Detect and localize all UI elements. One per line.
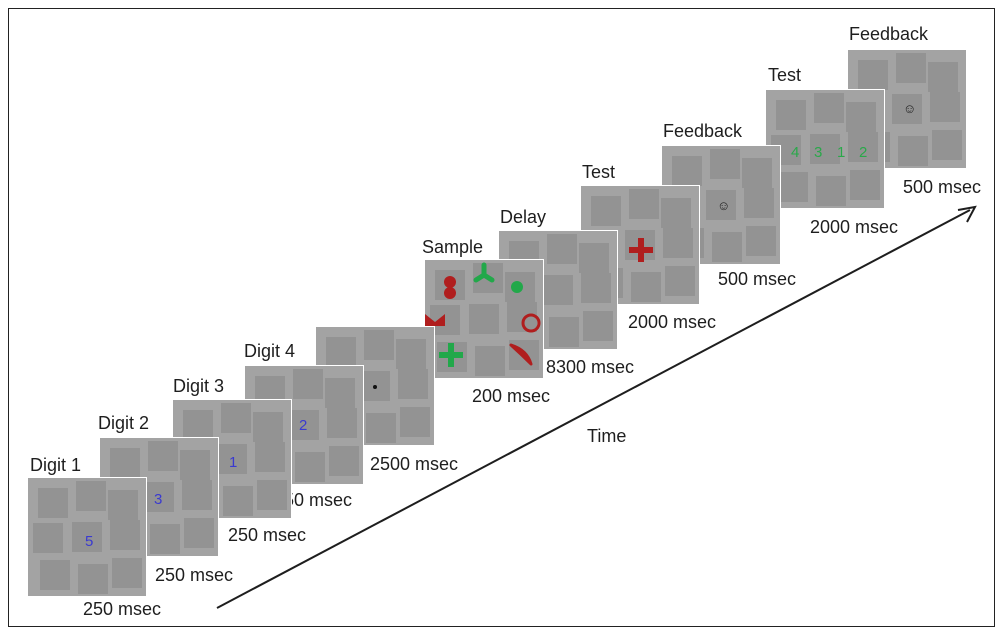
frame-label: Feedback [849,24,929,44]
frame-duration: 250 msec [274,490,353,510]
frame-label: Test [582,162,616,182]
test-digit: 2 [859,144,868,161]
frame-duration: 8300 msec [546,357,635,377]
stimulus-screen: 1 [172,399,292,519]
time-arrow-head [957,205,977,223]
green-dot-icon [511,281,523,293]
digit-stimulus: 5 [85,533,94,550]
frame-label: Delay [500,207,547,227]
test-digit: 4 [791,144,800,161]
stimulus-screen: 4 3 1 2 [765,89,885,209]
frame-label: Test [768,65,802,85]
frame-label: Digit 2 [98,413,150,433]
frame-label: Digit 1 [30,455,82,475]
frame-label: Feedback [663,121,743,141]
frame-duration: 2500 msec [370,454,459,474]
red-crescent-icon [509,343,533,366]
frame-duration: 2000 msec [810,217,899,237]
red-bowtie-icon [425,314,445,326]
frame-duration: 250 msec [83,599,162,619]
frame-label: Digit 3 [173,376,225,396]
stimulus-screen [424,259,544,379]
frame-duration: 200 msec [472,386,551,406]
frame-label: Sample [422,237,484,257]
time-arrow [216,209,971,609]
green-trident-icon [473,262,495,283]
fixation-dot-icon [373,385,377,389]
frame-duration: 500 msec [903,177,982,197]
digit-stimulus: 1 [229,454,238,471]
green-plus-icon [439,343,463,367]
red-ring-icon [521,313,541,333]
digit-stimulus: 3 [154,491,163,508]
frame-duration: 250 msec [228,525,307,545]
stimulus-screen: ☺ [847,49,967,169]
smiley-icon: ☺ [717,198,731,213]
frame-duration: 250 msec [155,565,234,585]
smiley-icon: ☺ [903,101,917,116]
frame-label: Digit 4 [244,341,296,361]
time-label: Time [587,426,627,446]
frame-duration: 500 msec [718,269,797,289]
test-digit: 3 [814,144,823,161]
sample-shapes [425,262,541,367]
digit-stimulus: 2 [299,417,308,434]
stimulus-screen: 5 [27,477,147,597]
red-figure-eight-icon [444,276,456,299]
frame-duration: 2000 msec [628,312,717,332]
red-cross-icon [629,238,653,262]
test-digit: 1 [837,144,846,161]
